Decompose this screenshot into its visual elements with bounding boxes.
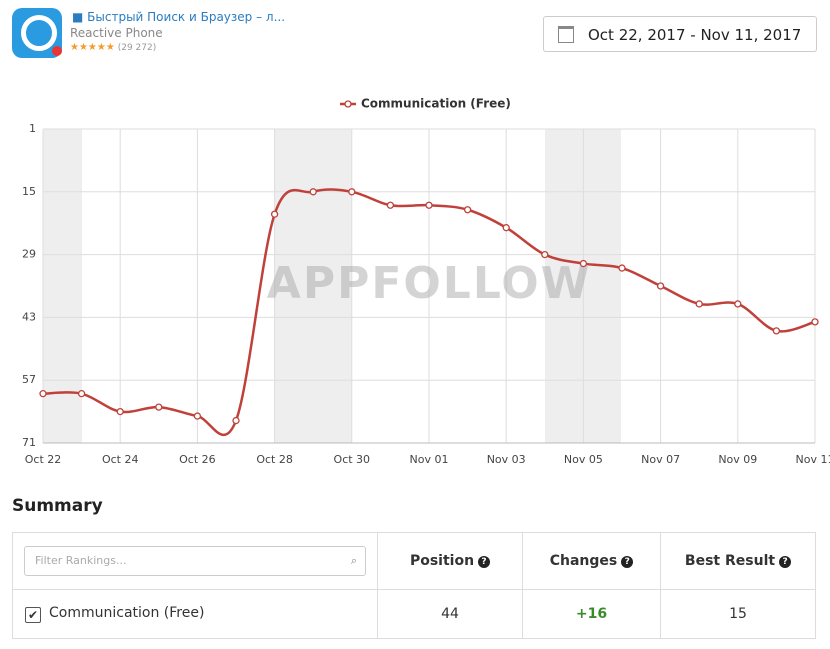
app-name-text[interactable]: Быстрый Поиск и Браузер – л... — [87, 10, 286, 24]
rating-count: (29 272) — [117, 43, 157, 53]
point — [772, 327, 781, 335]
x-tick-label: Nov 11 — [796, 453, 830, 466]
row-label: Communication (Free) — [49, 605, 205, 621]
legend-swatch-point — [344, 100, 352, 108]
y-tick-label: 57 — [22, 373, 36, 386]
filter-cell: Filter Rankings... ⌕ — [12, 532, 378, 590]
row-label-cell: ✔ Communication (Free) — [12, 589, 378, 639]
filter-placeholder[interactable]: Filter Rankings... — [35, 554, 127, 567]
x-tick-label: Nov 03 — [487, 453, 526, 466]
x-tick-label: Nov 07 — [641, 453, 680, 466]
y-tick-label: 43 — [22, 310, 36, 323]
column-label[interactable]: Position — [409, 553, 475, 569]
watermark: APPFOLLOW — [267, 258, 591, 309]
point — [541, 250, 549, 259]
point — [386, 201, 395, 209]
point — [155, 403, 163, 411]
y-tick-label: 15 — [22, 185, 36, 198]
x-tick-label: Oct 22 — [25, 453, 62, 466]
app-icon[interactable] — [12, 8, 62, 58]
rating: ★★★★★ (29 272) — [70, 42, 157, 53]
column-label[interactable]: Best Result — [684, 553, 776, 569]
point — [77, 390, 86, 398]
developer: Reactive Phone — [70, 26, 163, 40]
summary-table: Filter Rankings... ⌕ Position? Changes? B… — [12, 532, 816, 639]
best-result: 15 — [660, 589, 816, 639]
checkbox[interactable]: ✔ — [25, 607, 41, 623]
y-tick-label: 1 — [29, 122, 36, 135]
point — [734, 300, 742, 308]
x-tick-label: Nov 05 — [564, 453, 603, 466]
point — [309, 188, 317, 196]
date-range[interactable]: Oct 22, 2017 - Nov 11, 2017 — [588, 26, 802, 44]
x-tick-label: Oct 28 — [256, 453, 293, 466]
column-header[interactable]: Changes? — [522, 532, 661, 590]
point — [232, 416, 240, 425]
y-tick-label: 71 — [22, 436, 36, 449]
point — [425, 201, 433, 209]
point — [270, 210, 279, 218]
app-name[interactable]: ■ Быстрый Поиск и Браузер – л... — [72, 10, 286, 24]
position: 44 — [377, 589, 523, 639]
column-label[interactable]: Changes — [549, 553, 618, 569]
date-picker[interactable]: Oct 22, 2017 - Nov 11, 2017 — [543, 16, 817, 52]
x-tick-label: Oct 30 — [334, 453, 371, 466]
point — [656, 282, 665, 290]
x-tick-label: Oct 26 — [179, 453, 216, 466]
point — [618, 264, 626, 272]
y-tick-label: 29 — [22, 248, 36, 261]
point — [348, 188, 356, 196]
legend-label: Communication (Free) — [361, 97, 511, 111]
weekend-bands — [43, 129, 621, 443]
point — [811, 318, 819, 326]
x-tick-label: Nov 09 — [718, 453, 757, 466]
column-header[interactable]: Best Result? — [660, 532, 816, 590]
point — [193, 412, 202, 420]
weekend-band — [275, 129, 352, 443]
weekend-band — [43, 129, 82, 443]
line — [42, 188, 816, 437]
point — [695, 300, 703, 308]
filter-input[interactable]: Filter Rankings... ⌕ — [24, 546, 366, 576]
summary-title: Summary — [12, 496, 103, 516]
point — [116, 407, 124, 416]
point — [579, 259, 588, 268]
x-tick-label: Oct 24 — [102, 453, 139, 466]
change: +16 — [522, 589, 661, 639]
column-header[interactable]: Position? — [377, 532, 523, 590]
point — [463, 206, 472, 214]
point — [502, 224, 510, 232]
x-tick-label: Nov 01 — [410, 453, 449, 466]
chart: 1 15 29 43 57 71 Oct 22 Oct 24 Oct 26 Oct 28 Oct 3… — [22, 97, 830, 467]
point — [39, 390, 47, 398]
